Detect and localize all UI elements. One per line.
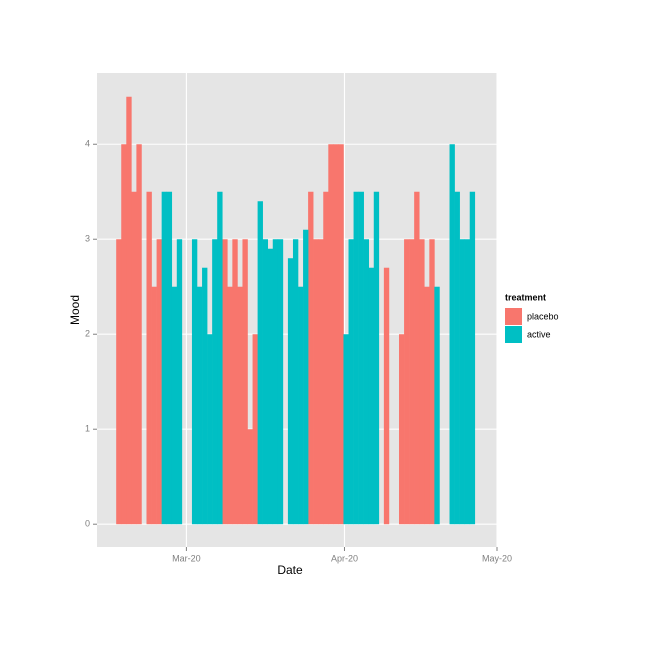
bar — [409, 239, 415, 525]
bar — [252, 334, 258, 525]
bar — [116, 239, 122, 525]
bar — [232, 239, 238, 525]
bar — [262, 239, 269, 525]
y-tick-label: 2 — [85, 329, 90, 339]
bar — [328, 144, 334, 525]
bar — [449, 144, 455, 525]
bar — [161, 191, 167, 525]
bar — [267, 248, 274, 525]
bar — [404, 239, 410, 525]
x-tick-label: Mar-20 — [172, 553, 201, 563]
bar — [166, 191, 173, 525]
x-tick-label: Apr-20 — [331, 553, 358, 563]
bar — [353, 191, 359, 525]
bar — [156, 239, 162, 525]
bar — [424, 286, 430, 525]
bar — [434, 286, 440, 525]
bar — [237, 286, 243, 525]
bar — [454, 191, 460, 525]
bar — [292, 239, 299, 525]
bar — [469, 191, 476, 525]
bar — [247, 429, 253, 525]
bar — [373, 191, 380, 525]
y-axis-title: Mood — [68, 295, 82, 325]
bar — [227, 286, 233, 525]
bar — [171, 286, 178, 525]
bar — [313, 239, 319, 525]
bar — [151, 286, 157, 525]
bar — [308, 191, 314, 525]
legend-label: placebo — [527, 311, 559, 321]
bar — [429, 239, 435, 525]
bar — [272, 239, 279, 525]
bar — [217, 191, 223, 525]
bar — [222, 239, 228, 525]
bar — [126, 96, 132, 525]
bar — [323, 191, 329, 525]
bar — [419, 239, 425, 525]
bar — [191, 239, 198, 525]
bar — [358, 191, 364, 525]
bar — [368, 267, 375, 525]
bar — [197, 286, 203, 525]
bar — [333, 144, 339, 525]
bar — [414, 191, 420, 525]
bar — [343, 334, 349, 525]
y-tick-label: 4 — [85, 139, 90, 149]
legend-title: treatment — [505, 292, 546, 302]
bar — [399, 334, 405, 525]
bar — [202, 267, 208, 525]
bar — [242, 239, 248, 525]
bar — [348, 239, 354, 525]
y-tick-label: 1 — [85, 424, 90, 434]
bar — [338, 144, 344, 525]
y-tick-label: 0 — [85, 519, 90, 529]
bar — [459, 239, 465, 525]
bar — [383, 267, 390, 525]
bar — [146, 191, 152, 525]
bar — [363, 239, 370, 525]
bar — [303, 229, 309, 525]
bar — [207, 334, 213, 525]
bar — [464, 239, 471, 525]
x-tick-label: May-20 — [482, 553, 512, 563]
bar — [287, 258, 294, 525]
bar — [298, 286, 304, 525]
bar — [131, 191, 137, 525]
bar — [277, 239, 284, 525]
legend-label: active — [527, 329, 551, 339]
bar — [318, 239, 324, 525]
bar — [136, 144, 142, 525]
bar — [257, 201, 263, 525]
legend-key — [505, 308, 522, 325]
legend-key — [505, 326, 522, 343]
bar — [212, 239, 218, 525]
x-axis-title: Date — [277, 563, 303, 577]
y-tick-label: 3 — [85, 234, 90, 244]
bar — [121, 144, 127, 525]
bar — [176, 239, 183, 525]
